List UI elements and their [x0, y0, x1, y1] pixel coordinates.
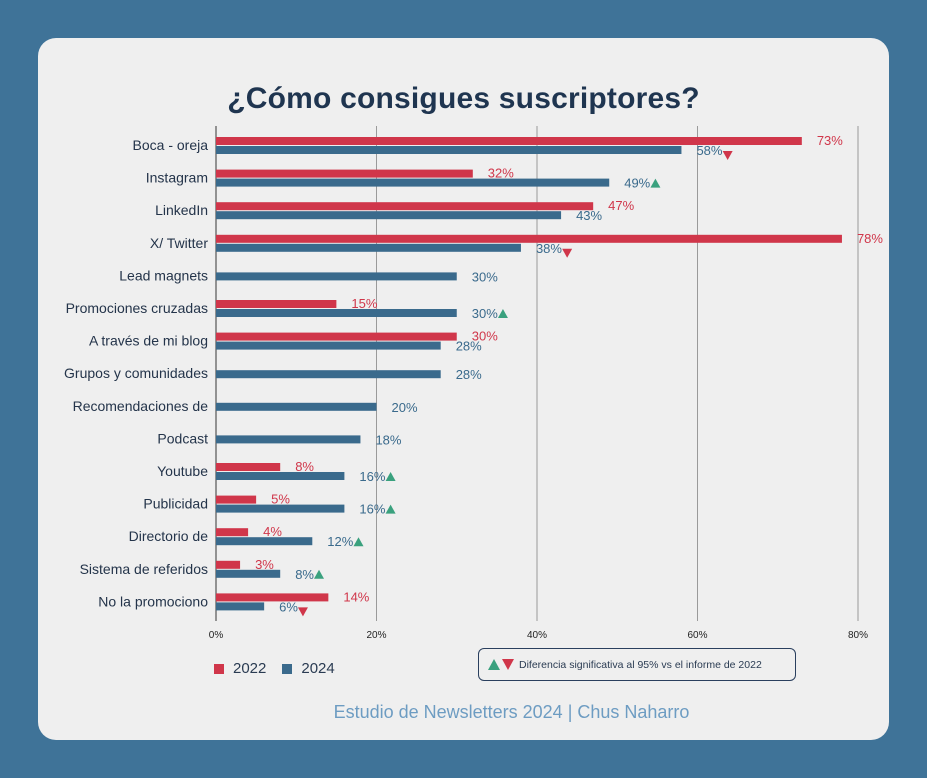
bar-2024 [216, 602, 265, 611]
bar-2024 [216, 537, 313, 546]
bar-chart: 0% 20% 40% 60% 80% Boca - oreja 73% 58% Instagra… [64, 126, 883, 641]
bar-2022 [216, 560, 241, 569]
significance-down-icon [722, 151, 733, 160]
bar-2022 [216, 528, 249, 537]
significance-down-icon [562, 248, 573, 258]
legend: 2022 2024 [214, 660, 351, 677]
data-label-2022: 30% [472, 329, 498, 344]
data-label-2024: 16% [359, 502, 385, 517]
category-label: LinkedIn [155, 202, 208, 218]
data-label-2022: 3% [255, 557, 274, 572]
bar-2024 [216, 569, 281, 578]
bar-2024 [216, 178, 610, 187]
chart-card: ¿Cómo consigues suscriptores? 0% 20% 40% 60… [38, 38, 889, 740]
data-label-2024: 49% [624, 176, 650, 191]
legend-item-2022: 2022 [214, 660, 266, 677]
triangle-up-icon [488, 659, 500, 670]
category-label: Recomendaciones de [73, 398, 209, 414]
legend-swatch-2024 [282, 663, 293, 674]
data-label-2024: 16% [359, 469, 385, 484]
data-label-2024: 20% [392, 400, 418, 415]
category-label: Publicidad [143, 496, 208, 512]
significance-note: Diferencia significativa al 95% vs el in… [478, 648, 796, 681]
bar-2024 [216, 146, 682, 154]
significance-note-text: Diferencia significativa al 95% vs el in… [519, 658, 762, 671]
bar-2024 [216, 341, 441, 350]
bar-2022 [216, 593, 329, 602]
x-tick-label: 60% [687, 630, 707, 641]
data-label-2022: 73% [817, 133, 843, 148]
bar-2024 [216, 309, 457, 317]
data-label-2024: 28% [456, 339, 482, 354]
category-label: X/ Twitter [150, 235, 208, 251]
legend-label-2022: 2022 [233, 660, 267, 677]
bar-2024 [216, 504, 345, 513]
bar-2024 [216, 472, 345, 480]
bar-2022 [216, 332, 457, 341]
x-tick-label: 80% [848, 630, 868, 641]
category-label: Promociones cruzadas [66, 300, 208, 316]
data-label-2024: 18% [375, 432, 401, 447]
bar-2022 [216, 463, 281, 471]
bar-2024 [216, 272, 457, 281]
category-label: Directorio de [129, 528, 209, 544]
category-label: Grupos y comunidades [64, 365, 208, 381]
significance-up-icon [497, 309, 508, 318]
x-tick-label: 0% [209, 630, 224, 641]
data-label-2024: 12% [327, 534, 353, 549]
category-label: No la promociono [98, 593, 208, 609]
category-label: A través de mi blog [89, 333, 208, 349]
bar-2022 [216, 137, 802, 145]
category-label: Boca - oreja [133, 137, 209, 153]
data-label-2022: 8% [295, 459, 314, 474]
bar-2024 [216, 435, 361, 444]
x-tick-label: 20% [366, 630, 386, 641]
bar-2022 [216, 300, 337, 308]
significance-up-icon [650, 178, 661, 188]
data-label-2022: 5% [271, 492, 290, 507]
bar-2022 [216, 234, 842, 243]
data-label-2024: 58% [696, 143, 722, 158]
bar-2024 [216, 211, 562, 220]
data-label-2024: 6% [279, 599, 298, 614]
category-label: Instagram [146, 170, 208, 186]
data-label-2022: 47% [608, 198, 634, 213]
bar-2022 [216, 495, 257, 504]
data-label-2022: 15% [351, 296, 377, 311]
data-label-2022: 32% [488, 166, 514, 181]
data-label-2022: 78% [857, 231, 883, 246]
data-label-2024: 38% [536, 241, 562, 256]
bar-2024 [216, 402, 377, 411]
data-label-2022: 14% [343, 589, 369, 604]
triangle-down-icon [502, 659, 514, 670]
legend-label-2024: 2024 [301, 660, 335, 677]
legend-swatch-2022 [214, 663, 224, 674]
x-tick-label: 40% [527, 630, 547, 641]
bar-2024 [216, 370, 441, 379]
data-label-2024: 8% [295, 567, 314, 582]
data-label-2024: 43% [576, 208, 602, 223]
bar-2022 [216, 202, 594, 211]
significance-up-icon [353, 537, 364, 547]
data-label-2024: 30% [472, 306, 498, 321]
significance-up-icon [314, 569, 324, 579]
bar-2024 [216, 243, 521, 252]
data-label-2022: 4% [263, 524, 282, 539]
significance-up-icon [385, 504, 396, 514]
significance-down-icon [297, 607, 308, 617]
bar-2022 [216, 169, 473, 178]
chart-title: ¿Cómo consigues suscriptores? [227, 82, 700, 115]
category-label: Lead magnets [119, 267, 208, 283]
footer-credit: Estudio de Newsletters 2024 | Chus Nahar… [333, 702, 690, 722]
data-label-2024: 28% [456, 367, 482, 382]
data-label-2024: 30% [472, 269, 498, 284]
category-label: Sistema de referidos [80, 561, 208, 577]
category-label: Podcast [157, 430, 208, 446]
category-label: Youtube [157, 463, 208, 479]
significance-up-icon [385, 472, 396, 481]
legend-item-2024: 2024 [282, 660, 335, 677]
